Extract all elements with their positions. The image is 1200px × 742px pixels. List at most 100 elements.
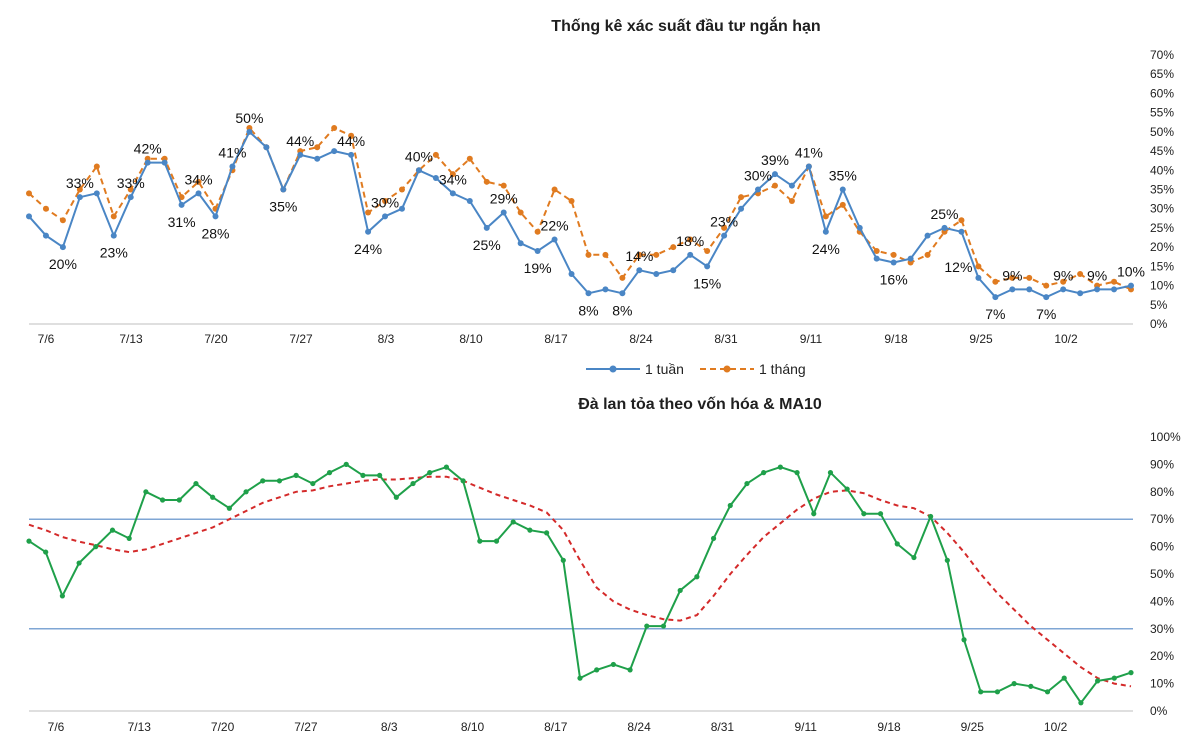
chart1-data-point [110,232,117,239]
legend-1-tuan-label: 1 tuần [645,361,684,377]
chart1-data-point [551,186,558,193]
chart2-data-point [710,535,717,541]
chart2-data-point [143,489,149,495]
chart1-data-point [178,201,185,208]
chart2-data-point [460,478,466,484]
chart1-data-label: 40% [405,148,433,164]
chart2-x-tick-label: 8/31 [711,720,735,734]
chart1-data-point [483,224,490,231]
chart1-data-point [721,232,728,239]
chart1-data-point [76,194,83,201]
chart2-y-tick-label: 20% [1150,649,1174,663]
chart1-data-point [1043,294,1050,301]
chart1-data-point [873,247,880,254]
chart1-data-point [721,224,728,231]
chart1-y-tick-label: 60% [1150,86,1174,100]
chart2-data-point [1095,678,1101,684]
chart2-x-tick-label: 7/20 [211,720,235,734]
chart1-data-point [653,271,660,278]
chart1-data-label: 33% [117,175,145,191]
chart1-data-point [59,244,66,251]
chart2-y-tick-label: 80% [1150,485,1174,499]
chart1-data-label: 30% [371,194,399,210]
chart1-y-tick-label: 70% [1150,48,1174,62]
chart1-data-point [59,217,66,224]
chart1-data-label: 23% [100,245,128,261]
chart1-data-point [755,186,762,193]
chart1-data-label: 16% [880,272,908,288]
chart2-data-point [59,593,65,599]
chart1-x-tick-label: 8/10 [459,332,483,346]
chart1-x-tick-label: 7/13 [119,332,143,346]
chart2-y-tick-label: 10% [1150,677,1174,691]
chart1-legend: 1 tuần 1 tháng [586,361,806,377]
chart1-data-point [500,182,507,189]
chart1-data-point [568,271,575,278]
chart1-data-point [636,251,643,258]
chart1-data-label: 19% [524,260,552,276]
chart1-data-point [229,163,236,170]
chart2-y-tick-label: 100% [1150,430,1181,444]
chart1-x-tick-label: 8/24 [629,332,653,346]
chart1-data-point [415,167,422,174]
chart2-x-tick-label: 7/13 [128,720,152,734]
chart1-y-tick-label: 40% [1150,163,1174,177]
chart2-data-point [326,470,333,476]
chart1-y-tick-label: 5% [1150,298,1168,312]
chart1-data-point [534,247,541,254]
chart1-data-label: 9% [1053,267,1073,283]
chart1-data-point [924,251,931,258]
chart1-data-point [297,151,304,158]
chart1-data-point [1026,286,1033,293]
chart1-data-point [466,198,473,205]
chart2-data-point [427,470,433,476]
chart2-y-tick-label: 90% [1150,457,1174,471]
chart2-data-point [727,502,733,509]
chart2-x-tick-label: 8/10 [461,720,485,734]
chart1-data-point [738,205,745,212]
chart2-data-point [627,667,633,673]
legend-1-tuan-marker [609,365,617,373]
chart1-data-point [788,182,795,189]
chart1-y-tick-label: 20% [1150,240,1174,254]
chart2-data-point [43,549,49,555]
chart1-data-point [500,209,507,216]
chart1-x-tick-label: 8/31 [714,332,738,346]
chart1-data-label: 41% [218,144,246,160]
chart2-data-point [93,544,99,550]
chart1-data-label: 24% [812,241,840,257]
chart2-data-point [410,480,416,487]
chart2-data-point [360,472,366,478]
chart1-y-tick-label: 15% [1150,259,1174,273]
chart1-data-point [517,209,524,216]
chart1-data-point [1009,274,1016,281]
chart2-data-point [527,527,533,533]
chart1-data-point [449,171,456,178]
chart2-data-point [844,486,850,492]
chart1-data-label: 8% [612,302,632,318]
chart1-data-point [839,186,846,193]
chart1-data-point [127,186,134,193]
chart1-data-label: 9% [1087,267,1107,283]
chart1-y-tick-label: 0% [1150,317,1168,331]
chart1-x-tick-label: 9/25 [969,332,993,346]
chart1-data-point [619,274,626,281]
chart1-data-point [551,236,558,243]
chart1-data-point [1094,286,1101,293]
chart1-data-point [161,159,168,166]
chart1-series-line [28,126,1132,291]
chart2-data-point [644,623,650,629]
chart1-data-label: 35% [269,199,297,215]
chart1-data-point [348,151,355,158]
chart1-data-point [653,251,660,258]
chart2-x-tick-label: 8/17 [544,720,568,734]
chart1-data-point [619,290,626,297]
chart2-data-point [343,461,349,467]
chart2-data-point [159,497,166,503]
chart1-data-point [822,228,829,235]
chart2-data-point [26,538,32,544]
chart2-y-tick-label: 40% [1150,594,1174,608]
chart1-y-tick-label: 45% [1150,144,1174,158]
chart1-data-point [975,263,982,270]
chart2-x-tick-label: 8/24 [627,720,651,734]
